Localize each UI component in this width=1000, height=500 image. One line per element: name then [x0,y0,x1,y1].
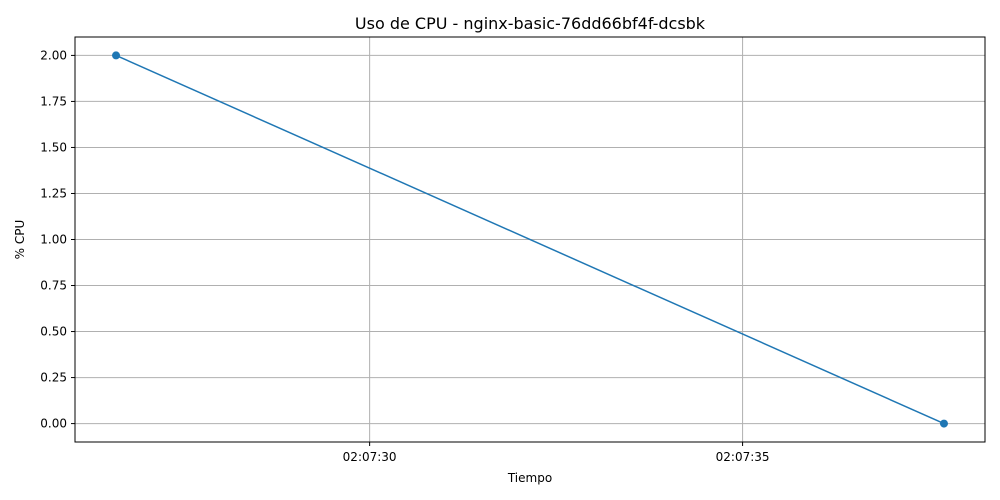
y-axis-label: % CPU [13,220,27,260]
y-tick-label: 1.25 [40,186,67,200]
y-tick-label: 2.00 [40,48,67,62]
grid-layer [75,37,985,442]
y-tick-label: 1.75 [40,94,67,108]
y-tick-label: 1.00 [40,233,67,247]
x-tick-label: 02:07:30 [343,450,397,464]
chart-title: Uso de CPU - nginx-basic-76dd66bf4f-dcsb… [355,14,706,33]
y-tick-label: 1.50 [40,140,67,154]
y-tick-label: 0.50 [40,325,67,339]
y-tick-label: 0.00 [40,417,67,431]
data-point [112,51,121,60]
tick-layer: 02:07:30 02:07:35 0.00 0.25 0.50 0.75 1.00 1.25… [40,48,769,464]
x-axis-label: Tiempo [507,471,552,485]
plot-frame [74,36,986,443]
y-tick-label: 0.25 [40,371,67,385]
x-tick-label: 02:07:35 [716,450,770,464]
y-tick-label: 0.75 [40,279,67,293]
data-point [939,419,948,428]
series-layer [112,51,948,428]
series-line [115,54,945,425]
